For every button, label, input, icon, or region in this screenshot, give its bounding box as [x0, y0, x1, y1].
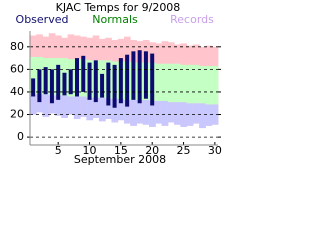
- normal-band: [155, 63, 162, 101]
- observed-bar: [125, 54, 130, 107]
- normal-band: [186, 64, 194, 104]
- legend-label: Records: [170, 13, 214, 26]
- y-tick-label: 80: [10, 40, 24, 53]
- observed-bar: [56, 64, 61, 100]
- normal-band: [199, 65, 206, 104]
- observed-bar: [137, 50, 142, 104]
- record-low-band: [30, 94, 37, 115]
- y-tick-label: 0: [17, 130, 24, 143]
- chart: KJAC Temps for 9/2008 September 2008 Rec…: [10, 1, 222, 166]
- observed-bar: [150, 53, 155, 106]
- observed-bar: [112, 64, 117, 108]
- record-low-band: [180, 102, 188, 127]
- observed-bar: [43, 67, 48, 95]
- y-tick-label: 20: [10, 108, 24, 121]
- record-low-band: [67, 96, 75, 115]
- observed-bar: [68, 69, 73, 95]
- observed-bar: [49, 69, 54, 104]
- normal-band: [211, 65, 219, 105]
- record-low-band: [42, 94, 50, 117]
- observed-bar: [106, 62, 111, 106]
- record-low-band: [105, 98, 112, 120]
- record-low-band: [36, 94, 43, 113]
- record-low-band: [80, 96, 87, 117]
- normal-band: [205, 65, 213, 105]
- normal-band: [161, 63, 169, 101]
- x-tick-label: 25: [177, 144, 191, 157]
- record-low-band: [161, 100, 169, 126]
- record-low-band: [142, 99, 150, 125]
- record-low-band: [117, 98, 125, 121]
- record-low-band: [55, 95, 62, 116]
- record-low-band: [61, 95, 68, 118]
- record-low-band: [149, 100, 156, 127]
- observed-bar: [93, 60, 98, 103]
- observed-bar: [131, 51, 136, 100]
- normal-band: [192, 64, 200, 104]
- y-tick-label: 60: [10, 62, 24, 75]
- record-low-band: [73, 96, 81, 120]
- observed-bar: [37, 69, 42, 103]
- x-tick-label: 15: [114, 144, 128, 157]
- record-low-band: [205, 104, 213, 126]
- normal-band: [180, 64, 188, 103]
- x-tick-label: 5: [55, 144, 62, 157]
- legend-label: Normals: [92, 13, 138, 26]
- observed-bar: [143, 51, 148, 99]
- y-tick-label: 40: [10, 85, 24, 98]
- x-tick-label: 30: [208, 144, 222, 157]
- record-low-band: [167, 102, 175, 123]
- record-low-band: [124, 99, 131, 124]
- record-low-band: [92, 97, 100, 118]
- record-low-band: [192, 103, 200, 124]
- x-tick-label: 10: [83, 144, 97, 157]
- observed-bar: [75, 58, 79, 97]
- observed-bar: [62, 72, 67, 96]
- x-tick-label: 20: [145, 144, 159, 157]
- observed-bar: [100, 73, 105, 98]
- record-low-band: [130, 99, 137, 126]
- record-low-band: [186, 103, 194, 126]
- x-axis-label: September 2008: [74, 153, 166, 166]
- record-low-band: [86, 97, 94, 121]
- record-low-band: [136, 99, 144, 124]
- observed-bar: [81, 55, 86, 92]
- normal-band: [30, 56, 37, 95]
- record-low-band: [48, 95, 56, 114]
- chart-title: KJAC Temps for 9/2008: [56, 1, 181, 14]
- record-low-band: [199, 103, 206, 129]
- record-low-band: [111, 98, 119, 123]
- observed-bar: [31, 78, 36, 97]
- record-low-band: [98, 97, 106, 122]
- record-low-band: [155, 100, 162, 124]
- record-low-band: [174, 102, 181, 125]
- observed-bar: [118, 58, 123, 104]
- record-low-band: [211, 104, 219, 125]
- observed-bar: [87, 62, 92, 100]
- legend-label: Observed: [16, 13, 69, 26]
- normal-band: [174, 63, 181, 103]
- normal-band: [167, 63, 175, 103]
